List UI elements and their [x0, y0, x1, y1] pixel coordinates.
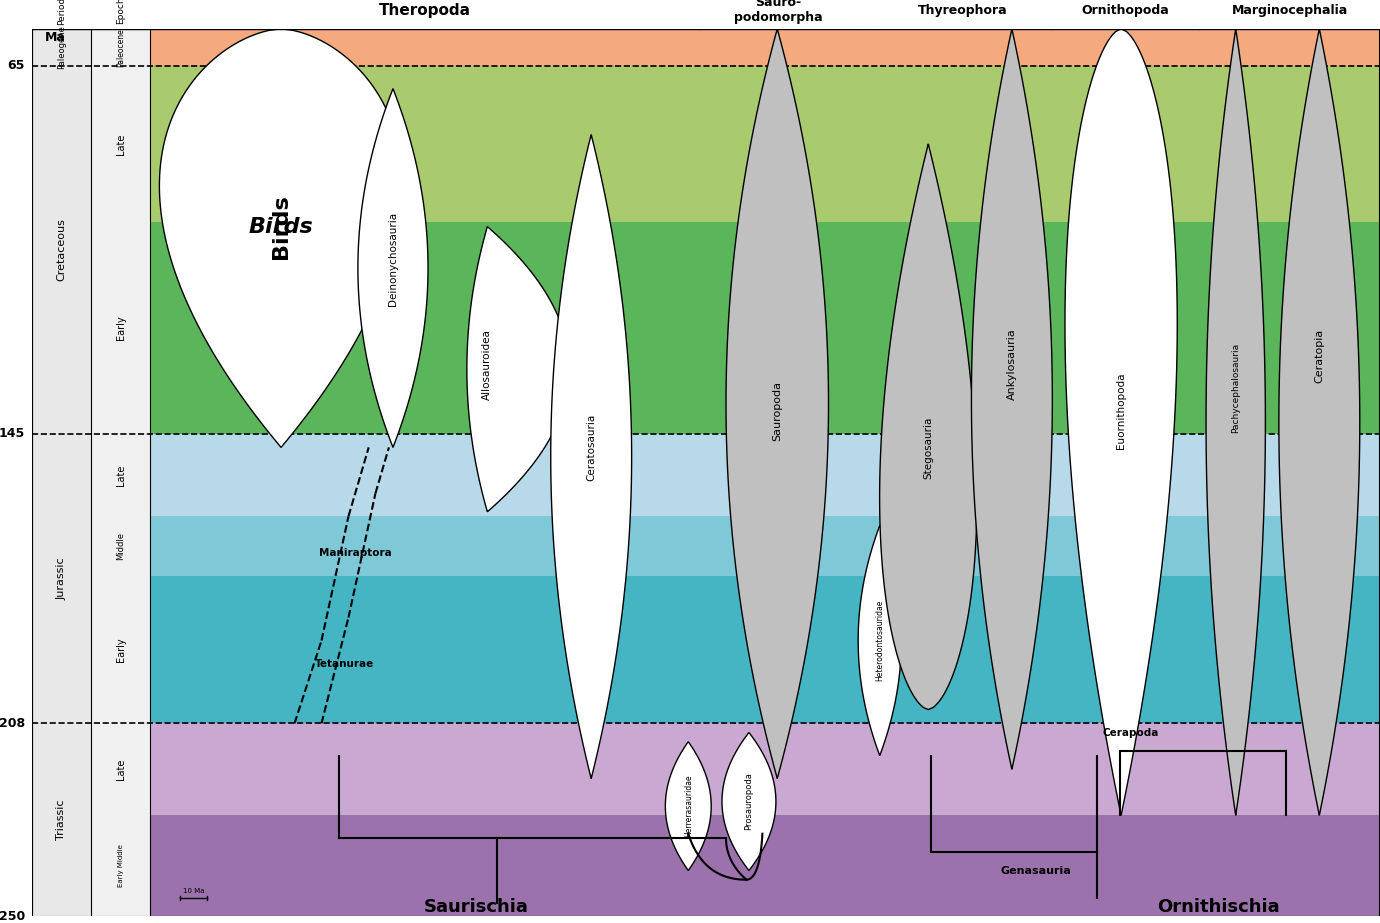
Text: Paleocene: Paleocene [116, 28, 126, 66]
Text: Stegosauria: Stegosauria [923, 416, 933, 478]
Text: Herrerasauridae: Herrerasauridae [683, 774, 693, 837]
Text: Genasauria: Genasauria [1000, 866, 1071, 876]
Text: Late: Late [116, 133, 126, 154]
Polygon shape [150, 0, 700, 29]
Text: Late: Late [116, 759, 126, 780]
Text: Prosauropoda: Prosauropoda [744, 773, 753, 831]
Polygon shape [722, 733, 776, 870]
Text: 65: 65 [7, 59, 25, 72]
Text: Heterodontosauridae: Heterodontosauridae [875, 600, 885, 681]
Text: 250: 250 [0, 910, 25, 923]
Polygon shape [32, 434, 1380, 516]
Text: Thyreophora: Thyreophora [918, 4, 1007, 17]
Text: Saurischia: Saurischia [424, 898, 529, 917]
Text: Pachycephalosauria: Pachycephalosauria [1231, 342, 1241, 433]
Polygon shape [32, 66, 1380, 222]
Text: Marginocephalia: Marginocephalia [1231, 4, 1348, 17]
Polygon shape [858, 525, 901, 756]
Text: Tetanurae: Tetanurae [315, 658, 374, 668]
Polygon shape [32, 29, 91, 917]
Text: Ornithopoda: Ornithopoda [1082, 4, 1169, 17]
Polygon shape [466, 227, 570, 511]
Text: Paleogene: Paleogene [57, 25, 66, 69]
Polygon shape [1065, 29, 1177, 815]
Polygon shape [875, 0, 1052, 29]
Text: Theropoda: Theropoda [378, 3, 471, 18]
Text: 208: 208 [0, 717, 25, 730]
Polygon shape [972, 29, 1053, 770]
Text: Deinonychosauria: Deinonychosauria [388, 211, 397, 306]
Text: Cerapoda: Cerapoda [1103, 727, 1159, 737]
Text: Birds: Birds [270, 194, 291, 259]
Text: Early: Early [116, 316, 126, 340]
Polygon shape [150, 0, 1380, 29]
Text: Sauro-
podomorpha: Sauro- podomorpha [734, 0, 822, 24]
Text: Ornithischia: Ornithischia [1156, 898, 1279, 917]
Text: Birds: Birds [248, 217, 313, 236]
Text: Allosauroidea: Allosauroidea [483, 330, 493, 400]
Polygon shape [1052, 0, 1199, 29]
Text: Ma: Ma [46, 31, 66, 44]
Polygon shape [726, 29, 828, 778]
Text: Cretaceous: Cretaceous [57, 218, 66, 282]
Polygon shape [32, 724, 1380, 815]
Polygon shape [32, 222, 1380, 434]
Text: Sauropoda: Sauropoda [773, 380, 782, 440]
Text: Early Middle: Early Middle [117, 845, 124, 887]
Text: Ceratosauria: Ceratosauria [586, 414, 596, 481]
Polygon shape [91, 29, 150, 917]
Text: 10 Ma: 10 Ma [182, 888, 204, 894]
Polygon shape [1279, 29, 1359, 815]
Text: Ankylosauria: Ankylosauria [1007, 329, 1017, 401]
Polygon shape [91, 0, 150, 29]
Text: Early: Early [116, 638, 126, 662]
Text: Maniraptora: Maniraptora [319, 548, 392, 558]
Text: Ceratopia: Ceratopia [1314, 329, 1325, 382]
Polygon shape [1206, 29, 1265, 815]
Text: Triassic: Triassic [57, 799, 66, 840]
Polygon shape [665, 742, 711, 870]
Polygon shape [32, 29, 1380, 66]
Text: Jurassic: Jurassic [57, 557, 66, 600]
Polygon shape [879, 144, 977, 710]
Polygon shape [1199, 0, 1380, 29]
Polygon shape [551, 135, 632, 778]
Polygon shape [32, 576, 1380, 724]
Polygon shape [32, 815, 1380, 917]
Polygon shape [700, 0, 857, 29]
Text: Late: Late [116, 464, 126, 485]
Polygon shape [32, 516, 1380, 576]
Polygon shape [160, 29, 403, 448]
Text: 145: 145 [0, 427, 25, 440]
Text: Epoch: Epoch [116, 0, 126, 24]
Text: Middle: Middle [116, 533, 126, 560]
Text: Euornithopoda: Euornithopoda [1116, 372, 1126, 449]
Polygon shape [357, 89, 428, 448]
Polygon shape [32, 0, 91, 29]
Text: Period: Period [57, 0, 66, 25]
